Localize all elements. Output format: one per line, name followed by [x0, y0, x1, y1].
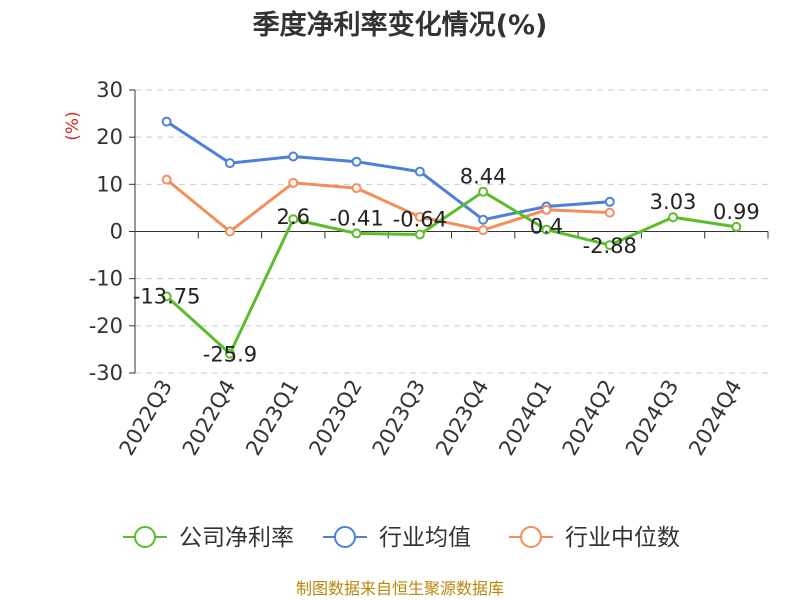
series-lines	[161, 116, 742, 359]
series-point-1	[288, 151, 299, 162]
x-tick-label: 2023Q4	[431, 376, 493, 460]
series-point-0	[161, 291, 172, 302]
legend-swatch-marker	[334, 526, 356, 548]
legend-label: 公司净利率	[179, 525, 294, 551]
data-label: -0.41	[329, 206, 383, 230]
series-point-1	[224, 158, 235, 169]
series-line-0	[165, 190, 737, 356]
data-label: -0.64	[393, 208, 447, 232]
series-point-0	[224, 348, 235, 359]
data-label: 0.4	[530, 215, 563, 239]
series-point-2	[351, 183, 362, 194]
y-tick-label: -30	[89, 361, 123, 385]
series-point-1	[478, 214, 489, 225]
data-label: -13.75	[133, 284, 201, 308]
series-point-1	[414, 166, 425, 177]
source-note: 制图数据来自恒生聚源数据库	[296, 579, 504, 598]
series-point-1	[161, 116, 172, 127]
legend-label: 行业中位数	[565, 525, 680, 551]
series-point-1	[351, 156, 362, 167]
legend-label: 行业均值	[379, 525, 471, 551]
series-line-1	[165, 120, 610, 222]
x-tick-label: 2024Q3	[621, 376, 683, 460]
y-tick-label: -20	[89, 314, 123, 338]
y-axis: 30 20 10 0 -10 -20 -30	[89, 78, 136, 385]
data-label: 3.03	[650, 190, 697, 214]
x-tick-label: 2023Q3	[368, 376, 430, 460]
series-point-1	[604, 196, 615, 207]
x-tick-label: 2022Q4	[178, 376, 240, 460]
x-tick-label: 2023Q1	[241, 376, 303, 460]
data-label: -25.9	[203, 343, 257, 367]
series-point-0	[604, 240, 615, 251]
series-point-0	[288, 214, 299, 225]
series-point-2	[288, 177, 299, 188]
data-label: -2.88	[583, 234, 637, 258]
y-tick-label: 30	[96, 78, 123, 102]
data-label: 2.6	[277, 205, 310, 229]
data-labels: -13.75 -25.9 2.6 -0.41 -0.64 8.44 0.4 -2.88 3.03…	[133, 165, 760, 367]
y-tick-label: 20	[96, 125, 123, 149]
chart-title: 季度净利率变化情况(%)	[253, 9, 548, 41]
y-tick-label: -10	[89, 267, 123, 291]
x-tick-label: 2023Q2	[304, 376, 366, 460]
series-point-0	[351, 228, 362, 239]
series-point-2	[478, 225, 489, 236]
data-label: 0.99	[713, 200, 760, 224]
y-tick-label: 10	[96, 172, 123, 196]
series-point-2	[414, 211, 425, 222]
data-label: 8.44	[460, 165, 507, 189]
y-tick-label: 0	[110, 220, 123, 244]
legend: 公司净利率 行业均值 行业中位数	[123, 525, 680, 551]
x-tick-label: 2024Q4	[684, 376, 746, 460]
series-point-2	[161, 174, 172, 185]
series-point-0	[541, 224, 552, 235]
series-point-2	[604, 207, 615, 218]
legend-swatch-marker	[134, 526, 156, 548]
series-point-0	[668, 212, 679, 223]
x-tick-label: 2024Q2	[558, 376, 620, 460]
series-point-0	[478, 186, 489, 197]
x-tick-label: 2024Q1	[494, 376, 556, 460]
y-axis-unit: (%)	[63, 111, 83, 140]
legend-swatch-marker	[520, 526, 542, 548]
series-point-0	[414, 229, 425, 240]
series-point-2	[541, 204, 552, 215]
x-tick-label: 2022Q3	[115, 376, 177, 460]
series-point-2	[224, 226, 235, 237]
series-line-2	[165, 178, 610, 233]
series-point-0	[731, 221, 742, 232]
